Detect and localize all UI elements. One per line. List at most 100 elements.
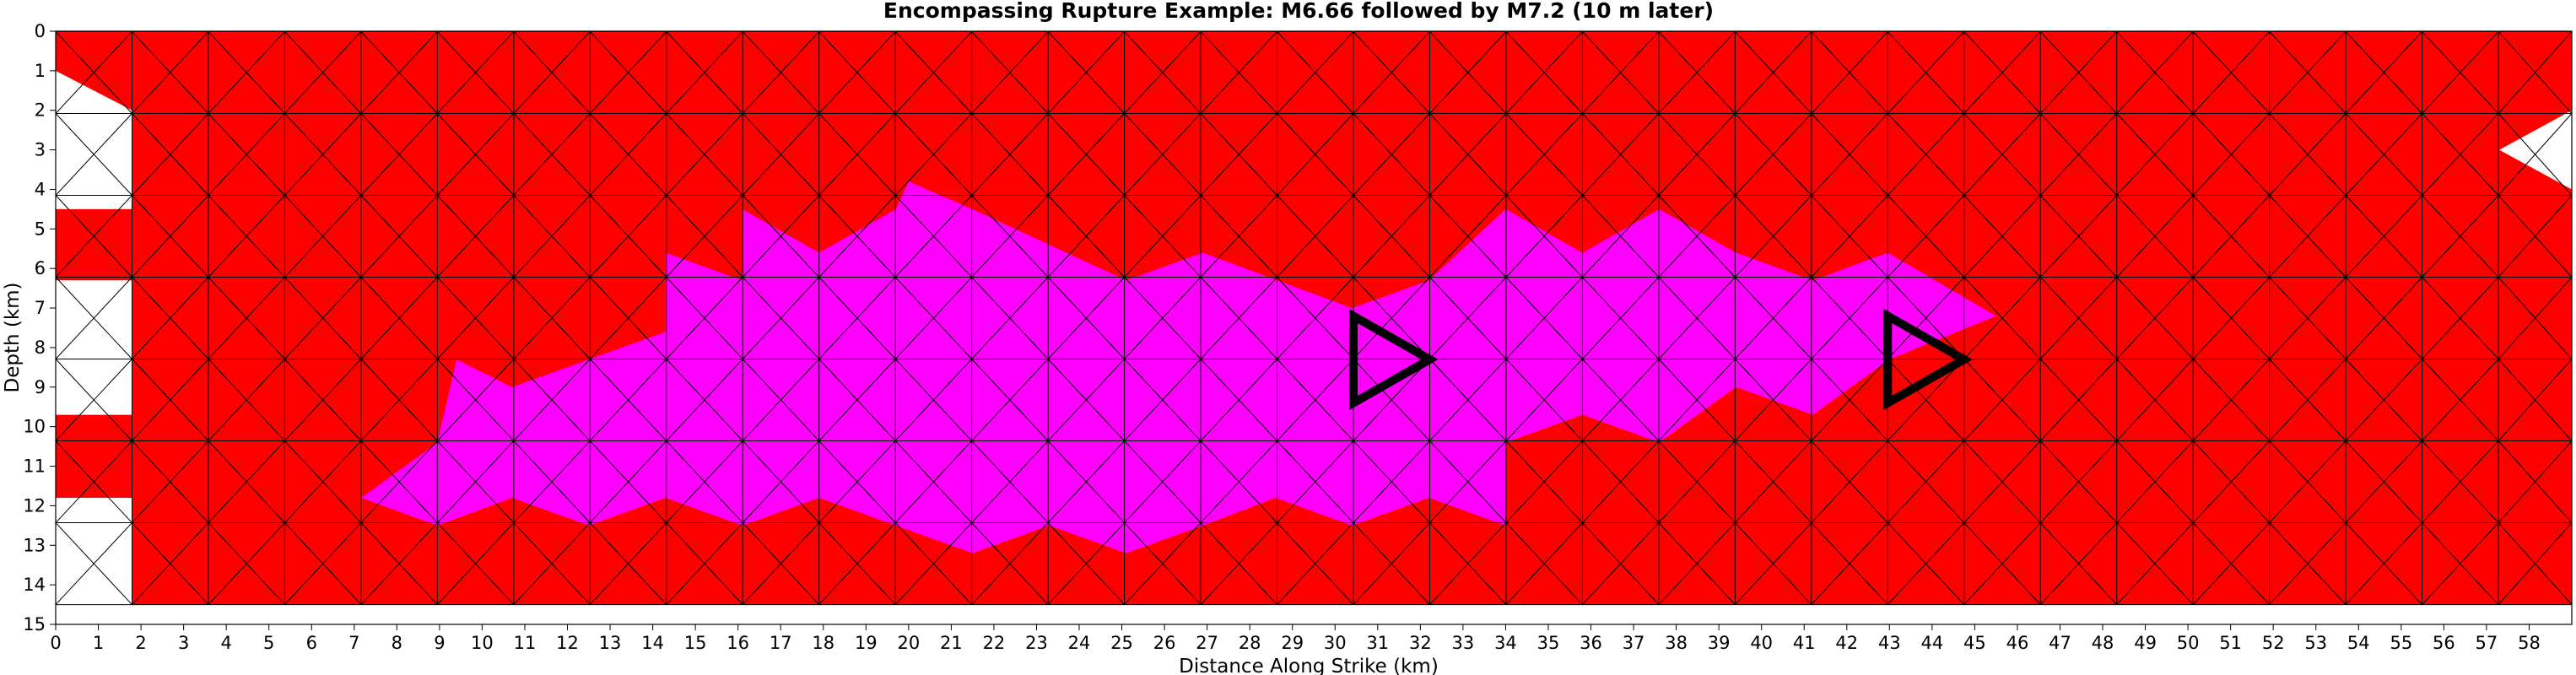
mesh-line: [1887, 440, 1965, 523]
mesh-line: [1277, 277, 1354, 359]
mesh-line: [589, 113, 667, 196]
y-tick-label: 12: [23, 495, 46, 516]
mesh-line: [818, 522, 896, 605]
mesh-line: [2345, 522, 2422, 605]
mesh-line: [1277, 522, 1354, 605]
mesh-line: [208, 440, 285, 523]
mesh-line: [971, 522, 1049, 605]
mesh-line: [2269, 31, 2346, 114]
y-tick-label: 3: [35, 140, 46, 160]
mesh-line: [818, 277, 896, 359]
mesh-line: [666, 522, 743, 605]
mesh-line: [894, 440, 973, 523]
mesh-gap: [56, 280, 132, 415]
mesh-line: [894, 31, 973, 114]
hypocenter-marker: [1349, 308, 1439, 411]
mesh-line: [1277, 440, 1354, 523]
mesh-line: [2039, 440, 2118, 523]
x-tick-label: 51: [2219, 633, 2242, 653]
mesh-line: [284, 31, 362, 114]
mesh-line: [894, 522, 973, 605]
x-tick-label: 33: [1452, 633, 1475, 653]
x-tick-label: 37: [1623, 633, 1645, 653]
mesh-line: [2345, 195, 2422, 278]
x-tick-label: 56: [2433, 633, 2455, 653]
y-tick-label: 10: [23, 417, 46, 437]
mesh-line: [894, 113, 973, 196]
mesh-line: [2116, 195, 2194, 278]
mesh-line: [1582, 359, 1660, 441]
x-tick-label: 29: [1281, 633, 1304, 653]
mesh-line: [1963, 277, 2041, 359]
y-tick-label: 6: [35, 258, 46, 278]
mesh-line: [2498, 359, 2573, 441]
mesh-line: [55, 359, 132, 441]
mesh-line: [1429, 440, 1507, 523]
mesh-line: [2116, 113, 2194, 196]
x-tick-label: 35: [1537, 633, 1560, 653]
mesh-line: [1734, 277, 1812, 359]
mesh-line: [2192, 31, 2271, 114]
mesh-line: [1277, 195, 1354, 278]
mesh-line: [1353, 440, 1430, 523]
x-tick-label: 0: [50, 633, 61, 653]
mesh-line: [2116, 31, 2194, 114]
x-tick-label: 55: [2390, 633, 2412, 653]
mesh-line: [971, 195, 1049, 278]
mesh-line: [2269, 522, 2346, 605]
y-tick-label: 7: [35, 298, 46, 318]
mesh-line: [2422, 440, 2499, 523]
mesh-line: [589, 359, 667, 441]
mesh-line: [513, 522, 591, 605]
y-tick-label: 0: [35, 21, 46, 41]
x-tick-label: 6: [306, 633, 317, 653]
mesh-line: [1200, 195, 1277, 278]
mesh-line: [208, 359, 285, 441]
mesh-line: [2498, 440, 2573, 523]
x-tick-label: 48: [2092, 633, 2114, 653]
y-tick-label: 13: [23, 535, 46, 555]
x-tick-label: 21: [940, 633, 963, 653]
mesh-line: [1429, 31, 1507, 114]
x-tick-label: 14: [641, 633, 664, 653]
mesh-line: [894, 277, 973, 359]
x-tick-label: 9: [434, 633, 445, 653]
mesh-line: [1582, 113, 1660, 196]
x-tick-label: 31: [1366, 633, 1389, 653]
mesh-line: [894, 359, 973, 441]
mesh-line: [1047, 440, 1125, 523]
mesh-line: [1047, 359, 1125, 441]
mesh-line: [742, 113, 820, 196]
mesh-line: [513, 277, 591, 359]
mesh-line: [2345, 31, 2422, 114]
x-axis-label: Distance Along Strike (km): [1179, 656, 1439, 675]
mesh-line: [2116, 522, 2194, 605]
mesh-line: [55, 113, 132, 196]
mesh-line: [1353, 195, 1430, 278]
y-tick-label: 8: [35, 338, 46, 358]
mesh-line: [971, 359, 1049, 441]
hypocenter-marker: [1883, 308, 1973, 411]
x-tick-label: 41: [1793, 633, 1816, 653]
mesh-line: [1963, 522, 2041, 605]
mesh-line: [1734, 31, 1812, 114]
x-tick-label: 16: [726, 633, 749, 653]
mesh-line: [2116, 359, 2194, 441]
mesh-line: [1658, 522, 1736, 605]
mesh-line: [284, 113, 362, 196]
mesh-line: [2422, 31, 2499, 114]
fault-mesh: [55, 30, 2573, 606]
mesh-line: [1124, 195, 1202, 278]
mesh-line: [589, 195, 667, 278]
mesh-line: [513, 359, 591, 441]
mesh-line: [1658, 277, 1736, 359]
x-tick-label: 7: [348, 633, 359, 653]
mesh-line: [2116, 277, 2194, 359]
mesh-line: [1963, 113, 2041, 196]
mesh-line: [1963, 359, 2041, 441]
mesh-line: [1277, 359, 1354, 441]
x-tick-label: 24: [1068, 633, 1091, 653]
mesh-line: [1200, 359, 1277, 441]
mesh-line: [1200, 277, 1277, 359]
